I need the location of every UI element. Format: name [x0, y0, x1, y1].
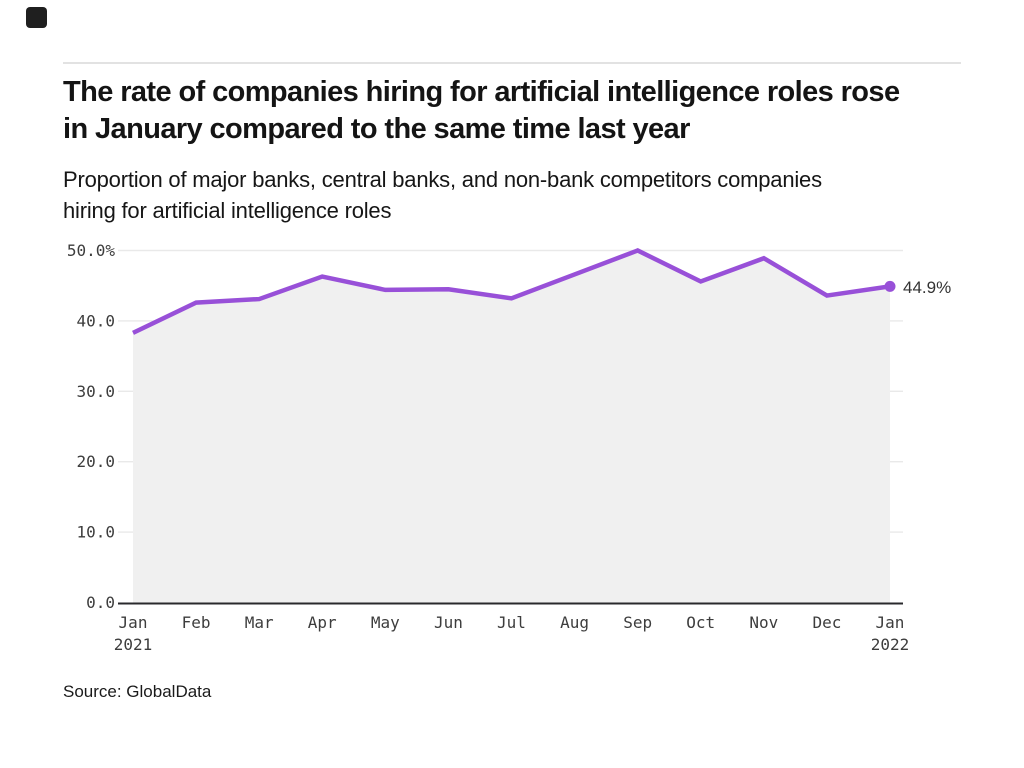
- x-axis-tick-label: Oct: [686, 613, 715, 632]
- y-axis-tick-label: 40.0: [76, 311, 115, 330]
- last-point-value-label: 44.9%: [903, 278, 952, 297]
- brand-logo: [26, 7, 47, 28]
- x-axis-tick-label: Jul: [497, 613, 526, 632]
- x-axis-tick-label: Jan: [119, 613, 148, 632]
- y-axis-tick-label: 0.0: [86, 593, 115, 612]
- x-axis-year-label: 2021: [114, 635, 153, 654]
- x-axis-tick-label: Feb: [182, 613, 211, 632]
- area-fill: [133, 250, 890, 603]
- x-axis-tick-label: May: [371, 613, 400, 632]
- trend-line: [132, 248, 891, 335]
- y-axis-tick-label: 10.0: [76, 523, 115, 542]
- y-axis-tick-label: 50.0%: [67, 241, 116, 260]
- x-axis-tick-label: Sep: [623, 613, 652, 632]
- x-axis-tick-label: Mar: [245, 613, 274, 632]
- x-axis-tick-label: Jun: [434, 613, 463, 632]
- x-axis-tick-label: Dec: [812, 613, 841, 632]
- x-axis-tick-label: Apr: [308, 613, 337, 632]
- page-subtitle: Proportion of major banks, central banks…: [63, 167, 822, 223]
- x-axis-tick-label: Nov: [749, 613, 778, 632]
- y-axis-tick-label: 20.0: [76, 452, 115, 471]
- page-title: The rate of companies hiring for artific…: [63, 76, 900, 145]
- x-axis-year-label: 2022: [871, 635, 910, 654]
- top-divider: [63, 62, 961, 64]
- x-axis-tick-label: Jan: [876, 613, 905, 632]
- last-point-marker: [884, 280, 896, 292]
- source-attribution: Source: GlobalData: [63, 682, 212, 701]
- y-axis-tick-label: 30.0: [76, 382, 115, 401]
- x-axis-tick-label: Aug: [560, 613, 589, 632]
